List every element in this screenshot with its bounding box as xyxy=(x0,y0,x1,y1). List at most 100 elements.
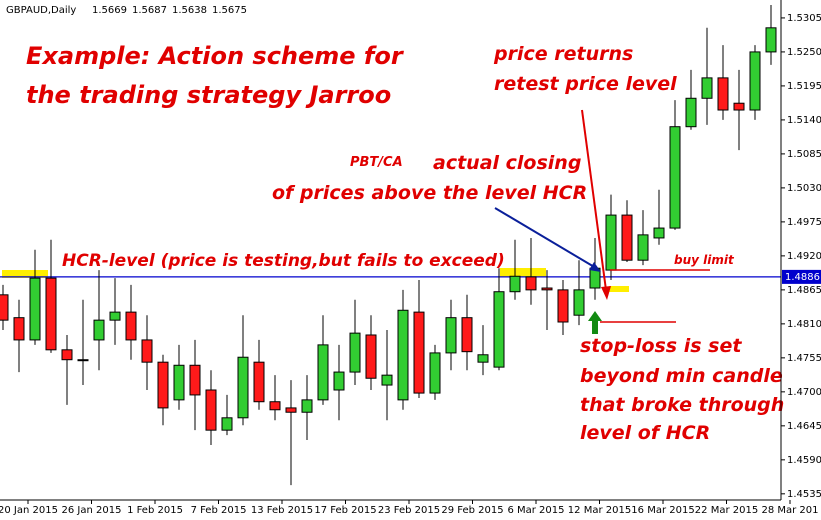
y-tick-label: 1.5305 xyxy=(787,13,821,24)
annotation: HCR-level (price is testing,but fails to… xyxy=(62,251,505,271)
candle-body xyxy=(621,214,633,261)
candle-body xyxy=(237,356,249,419)
annotation: level of HCR xyxy=(580,422,710,444)
candle-body xyxy=(301,399,313,413)
y-tick-label: 1.4700 xyxy=(787,387,821,398)
level-label: 1.4886 xyxy=(785,272,820,283)
candle-body xyxy=(605,214,617,271)
candle-body xyxy=(717,77,729,111)
annotation: buy limit xyxy=(674,253,735,267)
annotation: retest price level xyxy=(494,73,677,95)
y-tick-label: 1.4810 xyxy=(787,319,821,330)
annotations: Example: Action scheme for the trading s… xyxy=(26,42,784,444)
arrow xyxy=(494,207,597,269)
highlight xyxy=(2,270,48,278)
candle-body xyxy=(397,309,409,401)
y-tick-label: 1.5140 xyxy=(787,115,821,126)
candle-body xyxy=(541,287,553,291)
candle-body xyxy=(637,234,649,261)
x-tick-label: 7 Feb 2015 xyxy=(191,505,247,516)
arrow-head xyxy=(589,262,601,272)
x-tick-label: 12 Mar 2015 xyxy=(568,505,631,516)
candle-body xyxy=(29,277,41,341)
candle-body xyxy=(525,276,537,291)
y-tick-label: 1.4920 xyxy=(787,251,821,262)
candle-body xyxy=(141,339,153,363)
annotation: actual closing xyxy=(433,152,581,174)
candle-body xyxy=(733,102,745,111)
candle-body xyxy=(685,97,697,128)
y-tick-label: 1.5085 xyxy=(787,149,821,160)
annotation-title: Example: Action scheme for xyxy=(26,42,405,70)
candle-body xyxy=(61,349,73,361)
candle-body xyxy=(333,371,345,391)
candle-body xyxy=(365,334,377,379)
highlight xyxy=(500,268,546,277)
candle-body xyxy=(509,275,521,293)
candle-body xyxy=(125,311,137,341)
y-tick-label: 1.5250 xyxy=(787,47,821,58)
x-tick-label: 6 Mar 2015 xyxy=(507,505,564,516)
x-tick-label: 28 Mar 201 xyxy=(761,505,818,516)
candle-body xyxy=(749,51,761,111)
highlight xyxy=(609,286,629,292)
annotation: of prices above the level HCR xyxy=(272,182,587,204)
symbol: GBPAUD,Daily xyxy=(6,5,76,16)
annotation-title: the trading strategy Jarroo xyxy=(26,81,391,109)
x-tick-label: 20 Jan 2015 xyxy=(0,505,58,516)
candle-body xyxy=(493,291,505,368)
candle-body xyxy=(157,361,169,409)
candle-body xyxy=(205,389,217,431)
x-tick-label: 22 Mar 2015 xyxy=(695,505,758,516)
candle-body xyxy=(429,352,441,394)
candle-body xyxy=(669,126,681,229)
x-tick-label: 23 Feb 2015 xyxy=(378,505,440,516)
candle-body xyxy=(573,289,585,316)
annotation: beyond min candle xyxy=(580,365,783,387)
y-tick-label: 1.4590 xyxy=(787,455,821,466)
header: GBPAUD,Daily 1.5669 1.5687 1.5638 1.5675 xyxy=(6,5,247,16)
candle-body xyxy=(653,227,665,239)
candle-body xyxy=(0,294,9,321)
x-tick-label: 17 Feb 2015 xyxy=(314,505,376,516)
candle-body xyxy=(253,361,265,403)
candle-body xyxy=(477,354,489,363)
candle-body xyxy=(765,27,777,53)
candle-body xyxy=(413,311,425,394)
arrow-head xyxy=(601,286,611,300)
arrow xyxy=(581,109,607,291)
candle-body xyxy=(189,364,201,396)
y-tick-label: 1.5030 xyxy=(787,183,821,194)
x-tick-label: 29 Feb 2015 xyxy=(441,505,503,516)
candle-body xyxy=(445,317,457,354)
y-tick-label: 1.5195 xyxy=(787,81,821,92)
candle-body xyxy=(173,364,185,401)
annotation: that broke through xyxy=(580,394,784,416)
quote: 1.5669 xyxy=(92,5,127,16)
highlights xyxy=(2,268,629,292)
candle-body xyxy=(557,289,569,323)
annotation: stop-loss is set xyxy=(580,335,742,357)
candle-body xyxy=(221,417,233,431)
candle-body xyxy=(381,374,393,386)
candle-body xyxy=(461,317,473,353)
quote: 1.5675 xyxy=(212,5,247,16)
y-tick-label: 1.4975 xyxy=(787,217,821,228)
candle-body xyxy=(269,401,281,411)
shapes xyxy=(494,109,710,334)
candle-body xyxy=(13,317,25,341)
green-arrow xyxy=(588,311,602,334)
x-tick-label: 26 Jan 2015 xyxy=(62,505,122,516)
y-tick-label: 1.4755 xyxy=(787,353,821,364)
candle-body xyxy=(701,77,713,99)
annotation: price returns xyxy=(493,43,633,65)
quote: 1.5687 xyxy=(132,5,167,16)
y-tick-label: 1.4535 xyxy=(787,489,821,500)
candle-body xyxy=(45,277,57,351)
annotation: PBT/CA xyxy=(350,155,403,170)
candle-body xyxy=(93,319,105,341)
plot xyxy=(0,4,781,486)
candle-body xyxy=(317,344,329,401)
